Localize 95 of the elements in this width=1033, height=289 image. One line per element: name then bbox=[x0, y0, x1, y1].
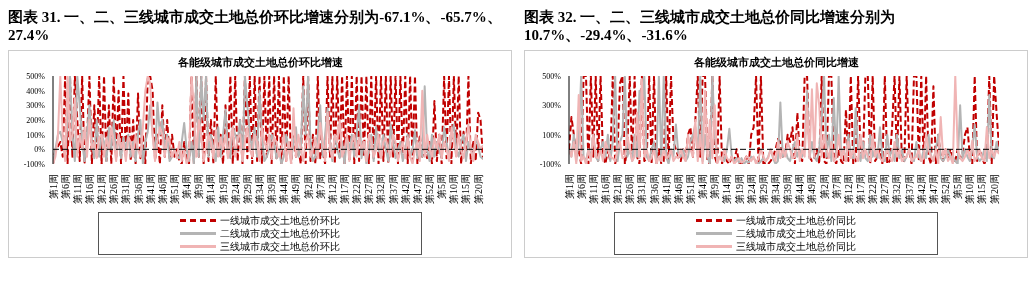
legend-label: 一线城市成交土地总价环比 bbox=[220, 213, 340, 228]
x-tick-label: 第17周 bbox=[339, 174, 351, 204]
line-series bbox=[569, 76, 999, 164]
x-tick-label: 第46周 bbox=[156, 174, 168, 204]
x-tick-label: 第32周 bbox=[891, 174, 903, 204]
x-tick-label: 第32周 bbox=[375, 174, 387, 204]
line-series bbox=[53, 76, 483, 164]
x-tick-label: 第49周 bbox=[290, 174, 302, 204]
x-tick-label: 第31周 bbox=[636, 174, 648, 204]
x-tick-label: 第19周 bbox=[733, 174, 745, 204]
y-tick-label: 100% bbox=[26, 130, 46, 140]
x-tick-label: 第10周 bbox=[448, 174, 460, 204]
x-tick-label: 第51周 bbox=[684, 174, 696, 204]
legend-label: 二线城市成交土地总价同比 bbox=[736, 226, 856, 241]
y-tick-label: 500% bbox=[542, 71, 562, 81]
x-tick-label: 第12周 bbox=[326, 174, 338, 204]
x-tick-label: 第1周 bbox=[47, 174, 59, 199]
y-tick-label: -100% bbox=[23, 159, 46, 169]
x-tick-label: 第20周 bbox=[472, 174, 484, 204]
x-tick-label: 第12周 bbox=[842, 174, 854, 204]
x-tick-label: 第15周 bbox=[460, 174, 472, 204]
x-tick-label: 第26周 bbox=[108, 174, 120, 204]
x-tick-label: 第4周 bbox=[697, 174, 709, 199]
x-tick-label: 第1周 bbox=[563, 174, 575, 199]
x-tick-label: 第5周 bbox=[436, 174, 448, 199]
legend-label: 三线城市成交土地总价同比 bbox=[736, 239, 856, 254]
x-tick-label: 第11周 bbox=[587, 174, 599, 204]
x-tick-label: 第41周 bbox=[144, 174, 156, 204]
x-tick-label: 第42周 bbox=[915, 174, 927, 204]
x-tick-label: 第52周 bbox=[424, 174, 436, 204]
x-tick-label: 第16周 bbox=[599, 174, 611, 204]
x-tick-label: 第26周 bbox=[624, 174, 636, 204]
x-tick-label: 第51周 bbox=[168, 174, 180, 204]
x-tick-label: 第15周 bbox=[976, 174, 988, 204]
x-tick-label: 第47周 bbox=[927, 174, 939, 204]
x-tick-label: 第6周 bbox=[59, 174, 71, 199]
y-tick-label: 300% bbox=[542, 101, 562, 111]
x-tick-label: 第11周 bbox=[71, 174, 83, 204]
x-tick-label: 第16周 bbox=[83, 174, 95, 204]
x-tick-label: 第5周 bbox=[952, 174, 964, 199]
x-tick-label: 第24周 bbox=[229, 174, 241, 204]
x-tick-label: 第21周 bbox=[612, 174, 624, 204]
x-tick-label: 第14周 bbox=[721, 174, 733, 204]
x-tick-label: 第52周 bbox=[940, 174, 952, 204]
x-tick-label: 第41周 bbox=[660, 174, 672, 204]
legend-label: 三线城市成交土地总价环比 bbox=[220, 239, 340, 254]
x-tick-label: 第29周 bbox=[241, 174, 253, 204]
x-tick-label: 第39周 bbox=[782, 174, 794, 204]
y-tick-label: 300% bbox=[26, 101, 46, 111]
x-tick-label: 第6周 bbox=[575, 174, 587, 199]
x-tick-label: 第29周 bbox=[757, 174, 769, 204]
y-tick-label: 400% bbox=[26, 86, 46, 96]
x-tick-label: 第22周 bbox=[351, 174, 363, 204]
chart-subtitle: 各能级城市成交土地总价环比增速 bbox=[176, 55, 344, 70]
x-tick-label: 第10周 bbox=[964, 174, 976, 204]
x-tick-label: 第9周 bbox=[709, 174, 721, 199]
chart-title: 图表 31. 一、二、三线城市成交土地总价环比增速分别为-67.1%、-65.7%、27.4% bbox=[8, 8, 503, 45]
x-tick-label: 第27周 bbox=[363, 174, 375, 204]
x-tick-label: 第36周 bbox=[132, 174, 144, 204]
legend-label: 二线城市成交土地总价环比 bbox=[220, 226, 340, 241]
x-tick-label: 第31周 bbox=[120, 174, 132, 204]
x-tick-label: 第20周 bbox=[988, 174, 1000, 204]
x-tick-label: 第46周 bbox=[672, 174, 684, 204]
y-tick-label: 100% bbox=[542, 130, 562, 140]
x-tick-label: 第49周 bbox=[806, 174, 818, 204]
chart-subtitle: 各能级城市成交土地总价同比增速 bbox=[692, 55, 860, 70]
x-tick-label: 第27周 bbox=[879, 174, 891, 204]
y-tick-label: 500% bbox=[26, 71, 46, 81]
x-tick-label: 第34周 bbox=[254, 174, 265, 204]
x-tick-label: 第22周 bbox=[867, 174, 879, 204]
x-tick-label: 第36周 bbox=[648, 174, 660, 204]
x-tick-label: 第39周 bbox=[266, 174, 278, 204]
x-tick-label: 第24周 bbox=[745, 174, 757, 204]
x-tick-label: 第7周 bbox=[830, 174, 842, 199]
y-tick-label: 0% bbox=[34, 145, 46, 155]
x-tick-label: 第37周 bbox=[387, 174, 399, 204]
x-tick-label: 第14周 bbox=[205, 174, 217, 204]
x-tick-label: 第4周 bbox=[181, 174, 193, 199]
x-tick-label: 第2周 bbox=[818, 174, 830, 199]
x-tick-label: 第17周 bbox=[855, 174, 867, 204]
x-tick-label: 第9周 bbox=[193, 174, 205, 199]
y-tick-label: 200% bbox=[26, 115, 46, 125]
x-tick-label: 第37周 bbox=[903, 174, 915, 204]
x-tick-label: 第2周 bbox=[302, 174, 314, 199]
x-tick-label: 第19周 bbox=[217, 174, 229, 204]
x-tick-label: 第47周 bbox=[411, 174, 423, 204]
x-tick-label: 第44周 bbox=[278, 174, 290, 204]
legend-label: 一线城市成交土地总价同比 bbox=[736, 213, 856, 228]
y-tick-label: -100% bbox=[539, 159, 562, 169]
x-tick-label: 第34周 bbox=[770, 174, 781, 204]
x-tick-label: 第44周 bbox=[794, 174, 806, 204]
x-tick-label: 第21周 bbox=[96, 174, 108, 204]
x-tick-label: 第42周 bbox=[399, 174, 411, 204]
chart-title: 图表 32. 一、二、三线城市成交土地总价同比增速分别为10.7%、-29.4%、-31.6% bbox=[524, 8, 897, 45]
x-tick-label: 第7周 bbox=[314, 174, 326, 199]
